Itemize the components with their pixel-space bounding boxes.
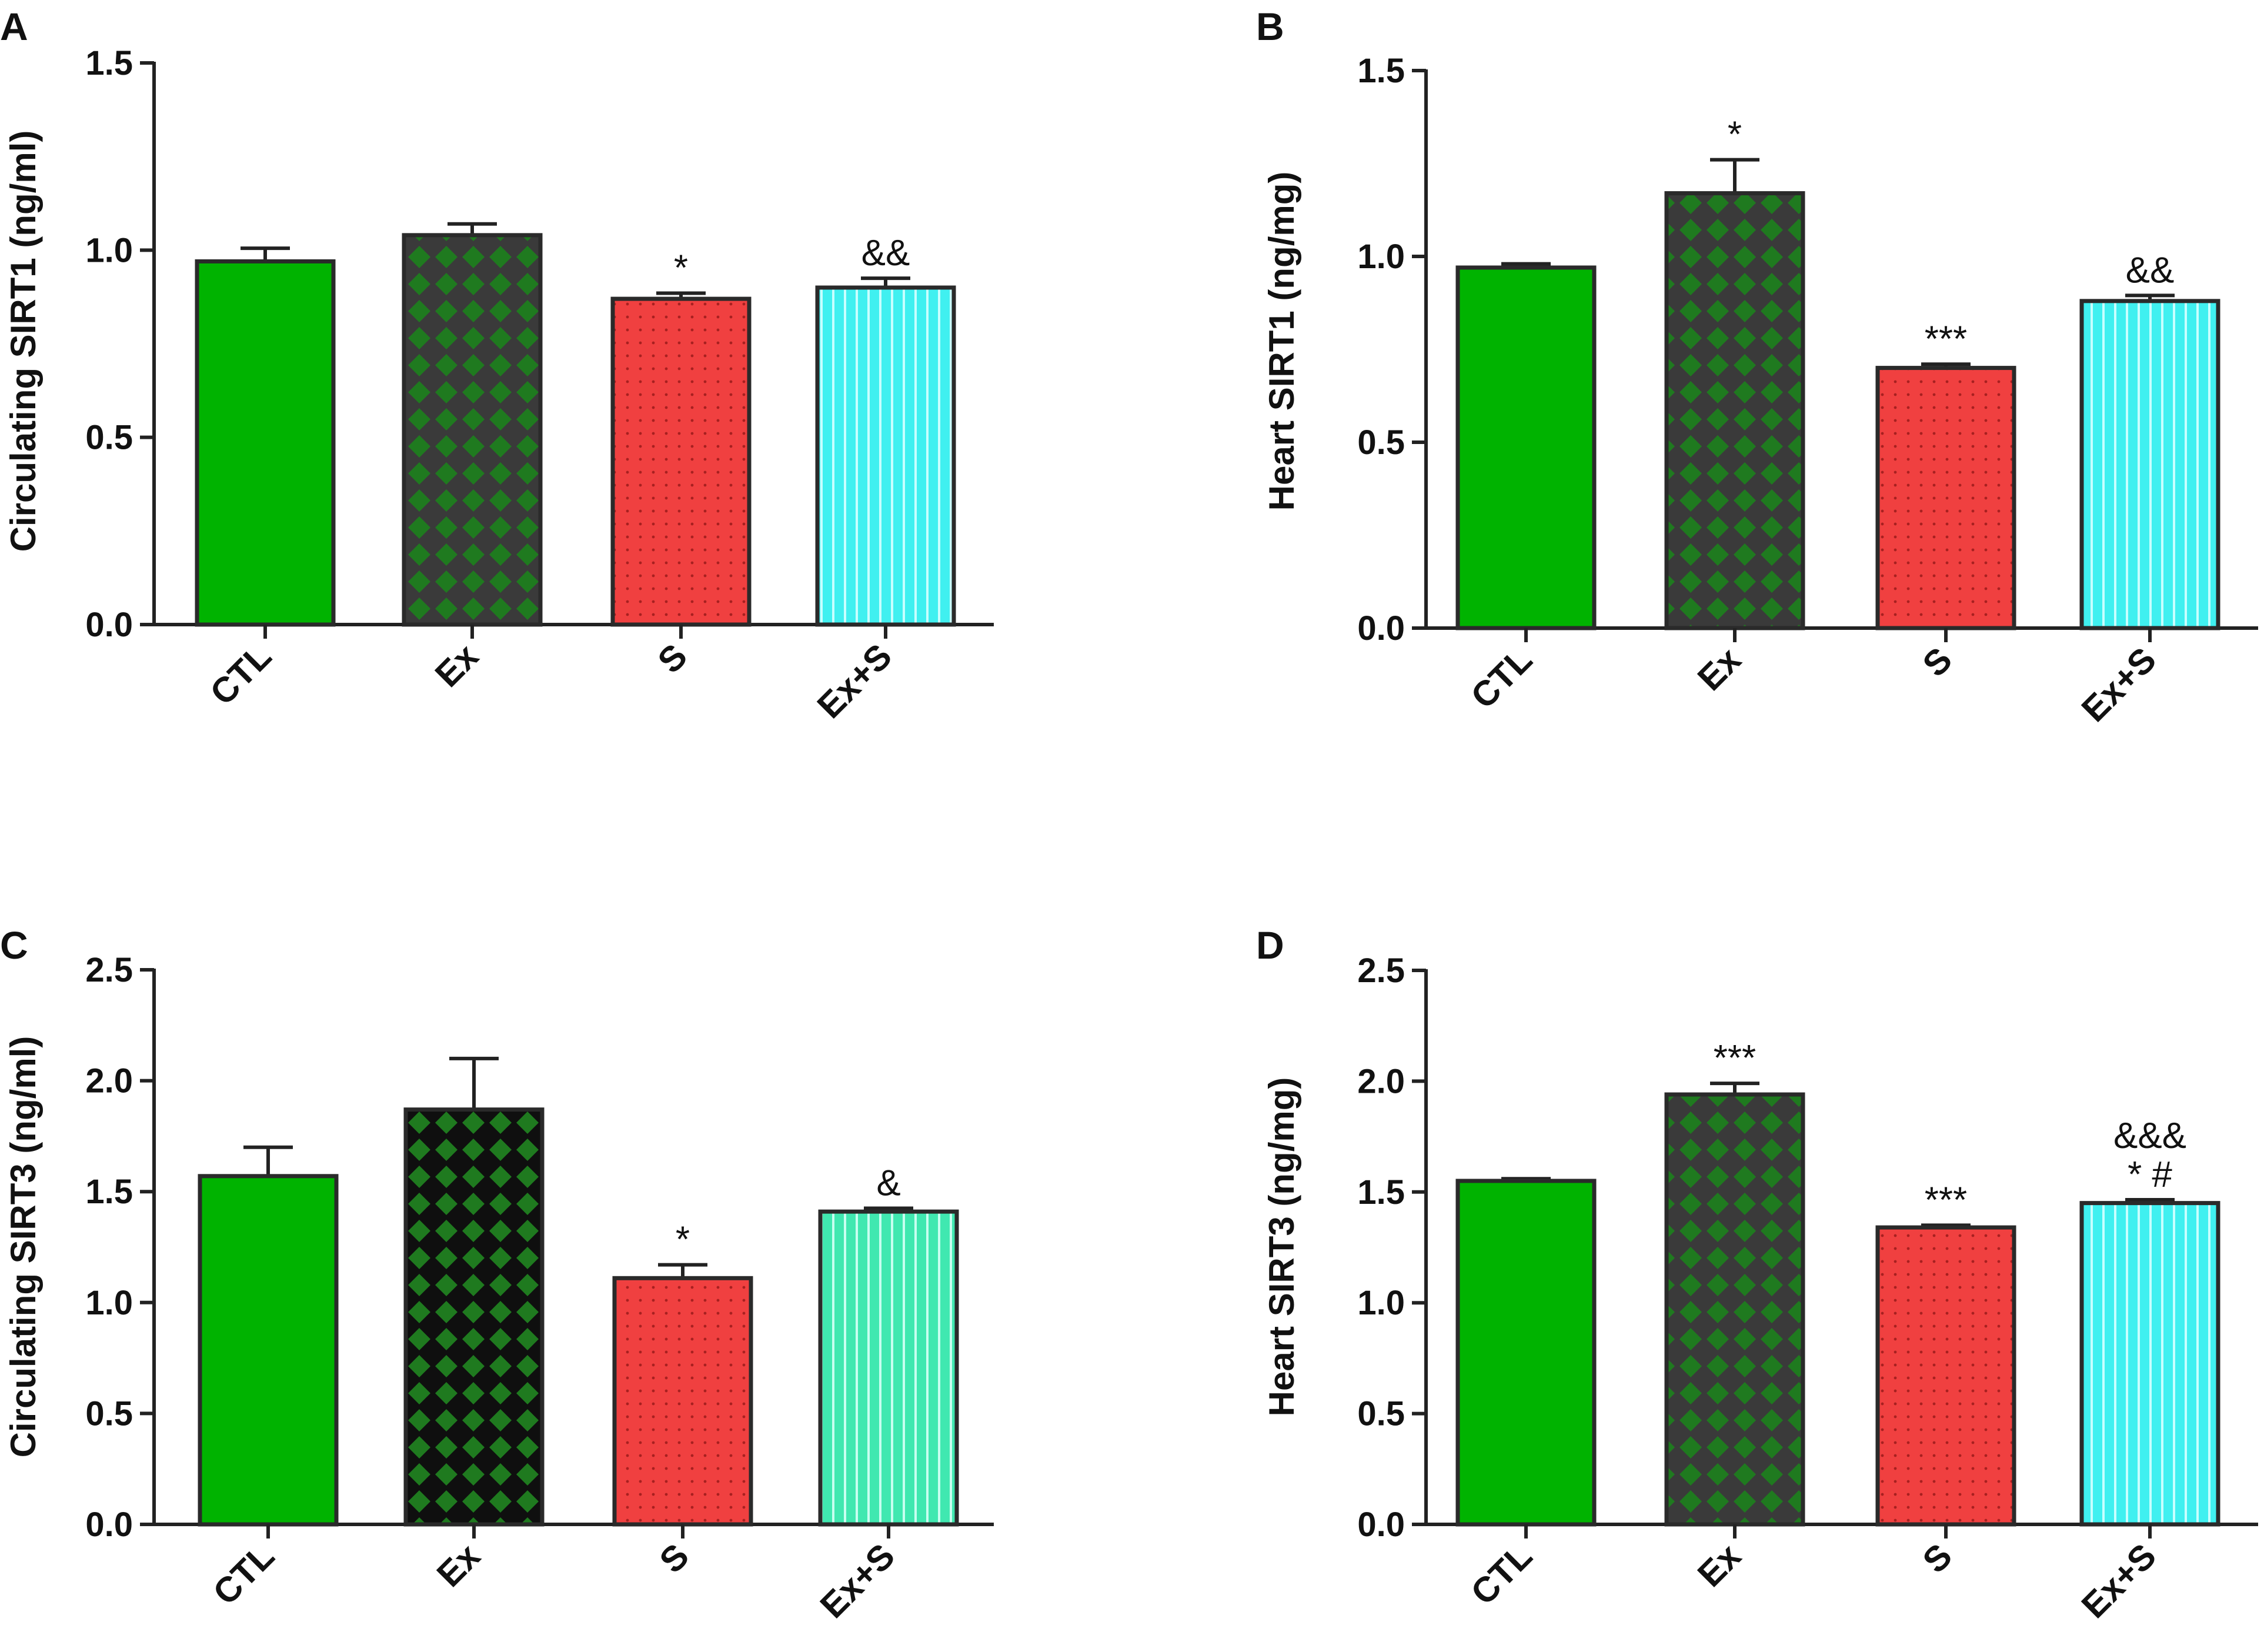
- category-label: CTL: [1463, 1536, 1540, 1613]
- significance-label: &&: [2126, 250, 2175, 291]
- chart-panel-a: A Circulating SIRT1 (ng/ml) 0.0 0.5 1.0 1.5…: [0, 5, 994, 726]
- bar-ex-plus-s: [818, 1209, 959, 1527]
- panel-label: D: [1256, 923, 1284, 967]
- category-label: S: [650, 636, 695, 681]
- bar-ex: [403, 1107, 545, 1527]
- y-tick-label: 1.5: [85, 44, 133, 82]
- y-tick-label: 2.5: [85, 951, 133, 989]
- chart-panel-d: D Heart SIRT3 (ng/mg) 0.0 0.5 1.0 1.5 2.0 2.5…: [1256, 923, 2258, 1626]
- bar-ctl: [1455, 265, 1597, 630]
- y-tick-label: 2.0: [1357, 1062, 1405, 1100]
- significance-label: ***: [1925, 1180, 1967, 1220]
- category-label: Ex+S: [2074, 640, 2163, 729]
- significance-label: * #: [2128, 1154, 2172, 1195]
- bar-ctl: [195, 259, 336, 627]
- y-tick-label: 0.5: [85, 1394, 133, 1433]
- bar-ex-plus-s: [2079, 299, 2220, 630]
- significance-label: &: [876, 1163, 900, 1203]
- y-tick-label: 0.0: [1357, 1506, 1405, 1544]
- y-tick-label: 1.0: [1357, 238, 1405, 276]
- category-label: CTL: [205, 1536, 282, 1613]
- category-label: Ex+S: [813, 1536, 902, 1626]
- y-axis-label: Heart SIRT3 (ng/mg): [1262, 1077, 1301, 1417]
- bar-ex: [402, 233, 543, 627]
- bar-s: [610, 296, 752, 627]
- y-tick-label: 1.0: [85, 1284, 133, 1322]
- bar-ctl: [198, 1174, 339, 1527]
- category-label: Ex: [1690, 640, 1748, 698]
- category-label: Ex: [429, 1536, 487, 1594]
- y-axis-label: Circulating SIRT1 (ng/ml): [4, 131, 43, 552]
- panel-label: C: [0, 923, 28, 967]
- panel-label: B: [1256, 5, 1284, 48]
- y-tick-label: 0.5: [1357, 423, 1405, 462]
- significance-label: ***: [1925, 319, 1967, 359]
- y-tick-label: 0.5: [85, 419, 133, 457]
- bar-s: [1875, 1225, 2016, 1527]
- category-label: Ex+S: [2074, 1536, 2163, 1626]
- chart-panel-c: C Circulating SIRT3 (ng/ml) 0.0 0.5 1.0 1.5…: [0, 923, 994, 1626]
- y-tick-label: 0.5: [1357, 1395, 1405, 1433]
- bar-ctl: [1455, 1179, 1597, 1527]
- significance-label: &&&: [2113, 1116, 2186, 1156]
- y-axis-label: Heart SIRT1 (ng/mg): [1262, 172, 1301, 511]
- significance-label: *: [674, 248, 688, 289]
- y-tick-label: 2.5: [1357, 952, 1405, 990]
- y-tick-label: 0.0: [85, 606, 133, 644]
- y-axis-label: Circulating SIRT3 (ng/ml): [4, 1036, 43, 1458]
- category-label: S: [1915, 1536, 1960, 1581]
- bar-ex: [1664, 1092, 1805, 1527]
- category-label: S: [1915, 640, 1960, 685]
- bar-ex: [1664, 191, 1805, 630]
- y-tick-label: 1.0: [85, 231, 133, 269]
- significance-label: &&: [861, 233, 910, 273]
- bar-s: [612, 1276, 753, 1527]
- significance-label: *: [1728, 115, 1742, 155]
- bar-ex-plus-s: [2079, 1201, 2220, 1527]
- category-label: S: [652, 1536, 697, 1581]
- category-label: Ex: [1690, 1536, 1748, 1594]
- chart-panel-b: B Heart SIRT1 (ng/mg) 0.0 0.5 1.0 1.5 CTL Ex *…: [1256, 5, 2258, 729]
- y-tick-label: 0.0: [85, 1506, 133, 1544]
- y-tick-label: 1.5: [1357, 1173, 1405, 1212]
- panel-label: A: [0, 5, 28, 48]
- category-label: Ex+S: [810, 636, 899, 726]
- category-label: Ex: [428, 636, 486, 695]
- significance-label: *: [676, 1220, 690, 1260]
- y-tick-label: 1.5: [85, 1173, 133, 1211]
- category-label: CTL: [1463, 640, 1540, 716]
- y-tick-label: 1.5: [1357, 52, 1405, 90]
- y-tick-label: 2.0: [85, 1062, 133, 1100]
- y-tick-label: 1.0: [1357, 1284, 1405, 1322]
- bar-s: [1875, 366, 2016, 630]
- y-tick-label: 0.0: [1357, 609, 1405, 648]
- category-label: CTL: [202, 636, 279, 713]
- bar-ex-plus-s: [815, 285, 956, 627]
- significance-label: ***: [1714, 1038, 1756, 1079]
